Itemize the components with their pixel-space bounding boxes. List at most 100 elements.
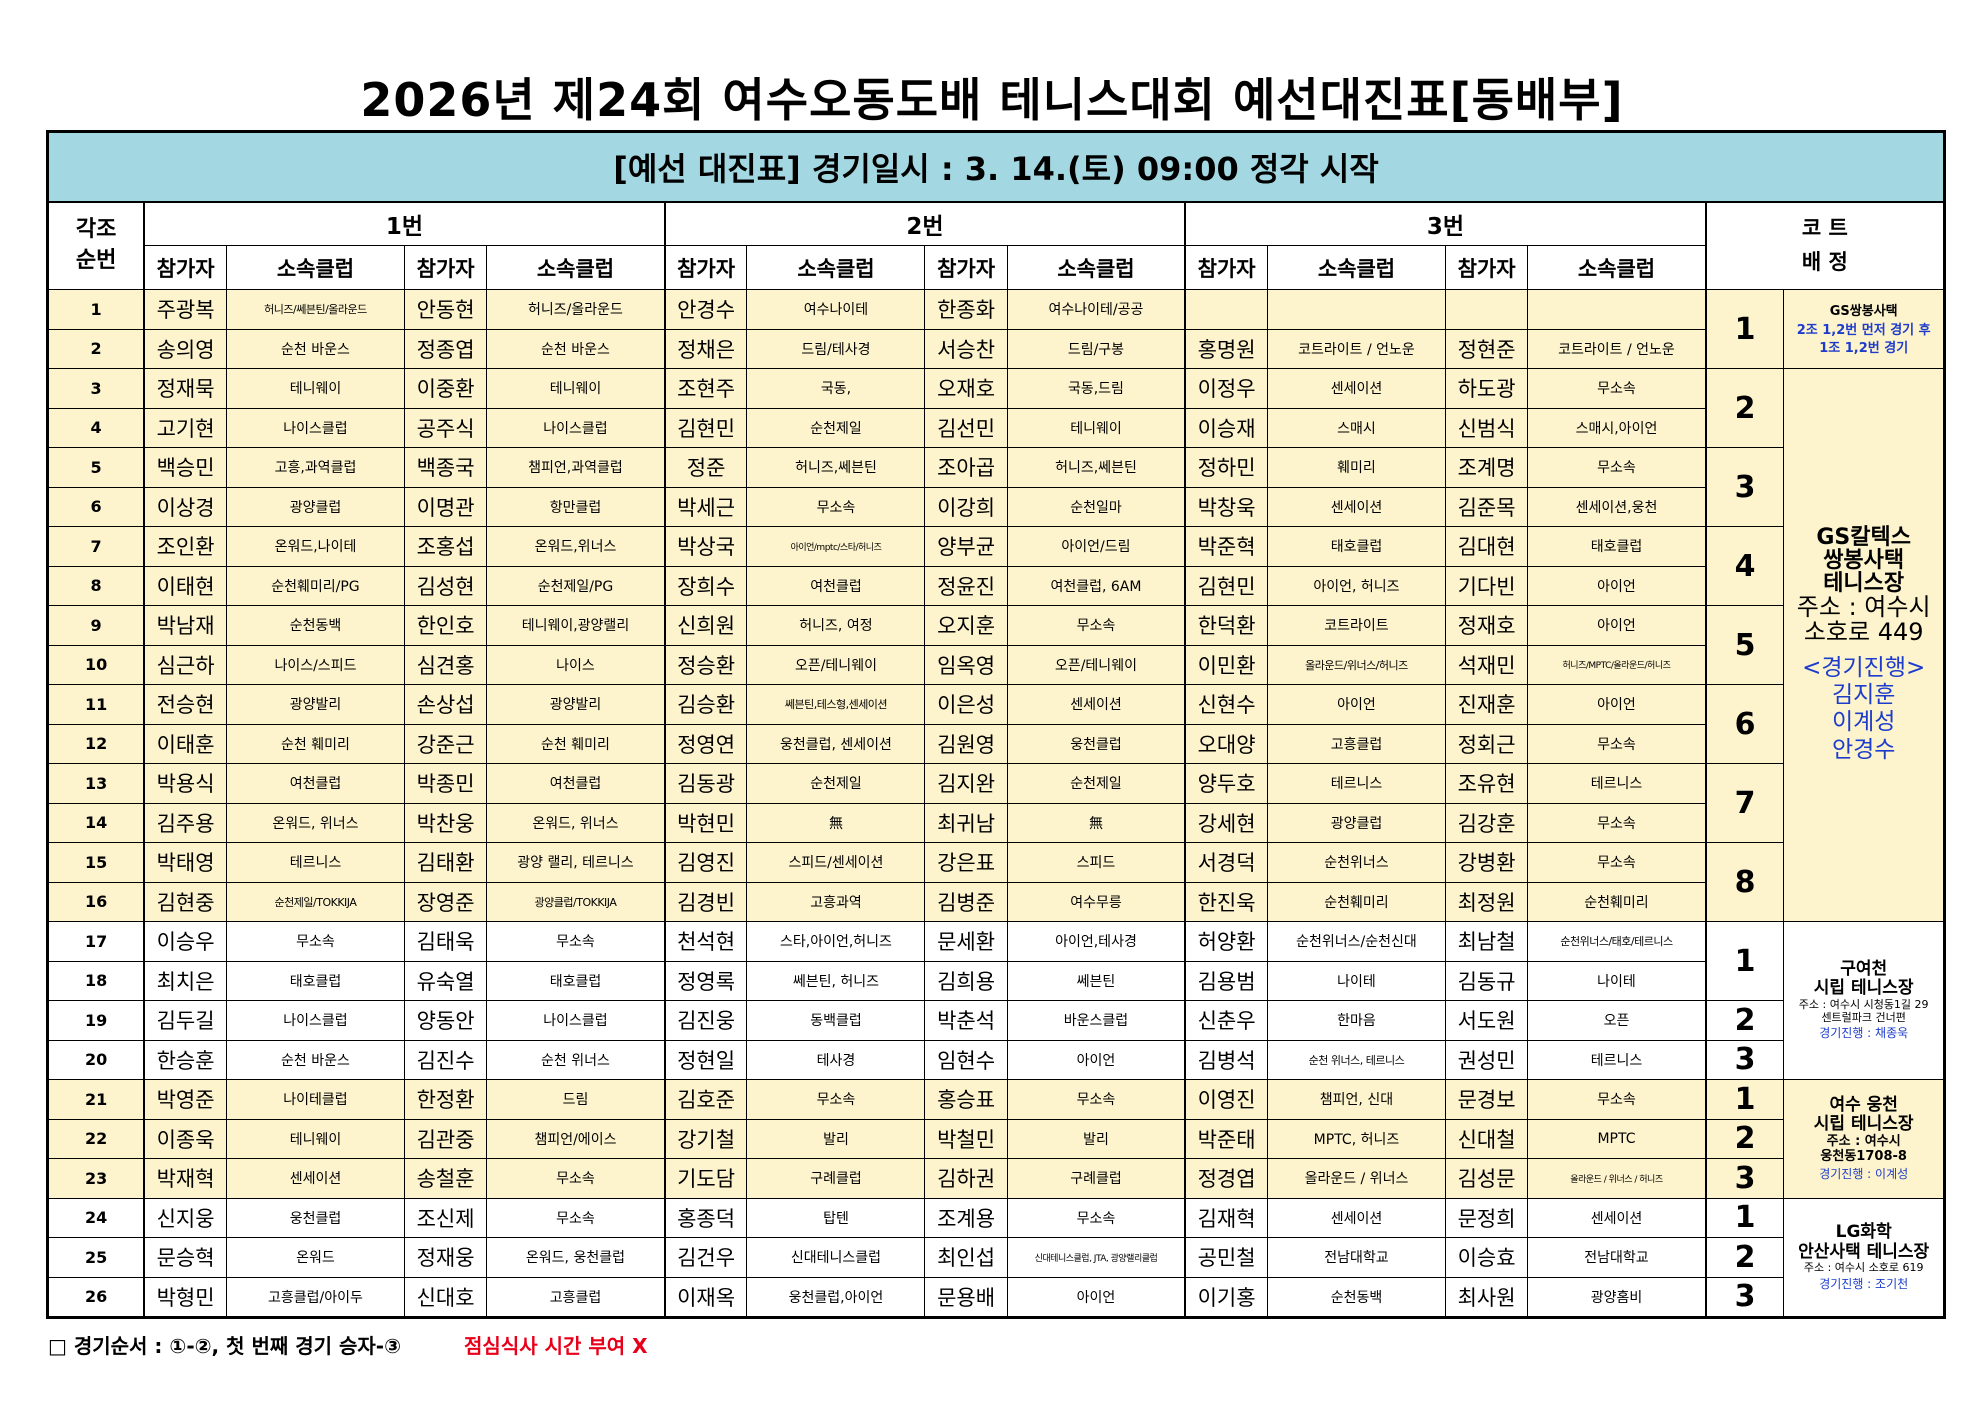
participant-name: 정윤진 [924, 565, 1008, 606]
club-name: 국동,드림 [1006, 368, 1186, 409]
row-number: 13 [47, 763, 145, 804]
club-name: 웅천클럽 [1006, 723, 1186, 764]
participant-name: 정승환 [663, 644, 748, 685]
participant-name: 최사원 [1444, 1276, 1529, 1318]
participant-name: 서경덕 [1184, 842, 1268, 883]
participant-name: 박재혁 [143, 1158, 227, 1199]
club-name: 테니웨이 [225, 368, 405, 409]
club-name: 아이언 [1527, 684, 1707, 725]
club-name: 드림/구봉 [1006, 328, 1186, 369]
row-number: 10 [47, 644, 145, 685]
club-name: 허니즈/MPTC/올라운드/허니즈 [1527, 644, 1707, 685]
club-name [1266, 289, 1446, 330]
row-number: 3 [47, 368, 145, 409]
venue-note-line2: 1조 1,2번 경기 [1819, 341, 1909, 357]
participant-name: 정하민 [1184, 447, 1268, 488]
participant-name: 정재묵 [143, 368, 227, 409]
participant-header: 참가자 [663, 245, 748, 290]
club-name: 센세이션 [1266, 1197, 1446, 1238]
club-name: 나이테클럽 [225, 1079, 405, 1120]
club-name: 無 [746, 802, 926, 843]
participant-name: 박종민 [403, 763, 488, 804]
venue-gy-staff: 경기진행 : 채종욱 [1819, 1026, 1909, 1041]
club-name: 아이언 [1266, 684, 1446, 725]
participant-name: 이승재 [1184, 407, 1268, 448]
participant-name: 김태욱 [403, 921, 488, 962]
venue-lg-address: 주소 : 여수시 소호로 619 [1803, 1261, 1924, 1275]
club-header: 소속클럽 [1266, 245, 1446, 290]
participant-name: 심견홍 [403, 644, 488, 685]
club-name: 온워드,나이테 [225, 526, 405, 567]
club-name: 온워드, 위너스 [486, 802, 666, 843]
court-number: 3 [1704, 1158, 1785, 1199]
club-name: 무소속 [746, 1079, 926, 1120]
participant-name: 박용식 [143, 763, 227, 804]
club-name: 오픈/테니웨이 [746, 644, 926, 685]
row-number: 1 [47, 289, 145, 330]
club-name: 스매시,아이언 [1527, 407, 1707, 448]
participant-name: 정영연 [663, 723, 748, 764]
venue-info: LG화학 안산사택 테니스장 주소 : 여수시 소호로 619 경기진행 : 조기천 [1783, 1197, 1945, 1318]
club-name: 아이언, 허니즈 [1266, 565, 1446, 606]
participant-name: 정재웅 [403, 1237, 488, 1278]
club-name: 코트라이트 / 언노운 [1527, 328, 1707, 369]
participant-name: 조아곱 [924, 447, 1008, 488]
venue-gs-name3: 테니스장 [1823, 570, 1905, 596]
table-row: 9 박남재 순천동백 한인호 테니웨이,광양랠리 신희원 허니즈, 여정 오지훈 무소속 한덕환 코… [47, 605, 1945, 685]
participant-name: 공주식 [403, 407, 488, 448]
participant-name: 진재훈 [1444, 684, 1529, 725]
court-number: 2 [1704, 1118, 1785, 1159]
participant-name: 김선민 [924, 407, 1008, 448]
participant-header: 참가자 [403, 245, 488, 290]
club-name: 드림/테사경 [746, 328, 926, 369]
club-name: 무소속 [1527, 723, 1707, 764]
participant-name: 강은표 [924, 842, 1008, 883]
club-name: MPTC [1527, 1118, 1707, 1159]
participant-name: 김영진 [663, 842, 748, 883]
participant-name: 김동광 [663, 763, 748, 804]
participant-name: 이상경 [143, 486, 227, 527]
club-name: 순천위너스 [1266, 842, 1446, 883]
venue-lg-name2: 안산사택 테니스장 [1798, 1241, 1930, 1262]
club-name: 나이테 [1527, 960, 1707, 1001]
court-number: 1 [1704, 1079, 1785, 1120]
table-row: 24 신지웅 웅천클럽 조신제 무소속 홍종덕 탑텐 조계용 무소속 김재혁 센세이션 문정희 센세이션… [47, 1197, 1945, 1318]
lunch-note: 점심식사 시간 부여 X [464, 1334, 648, 1358]
row-number: 2 [47, 328, 145, 369]
participant-name: 장희수 [663, 565, 748, 606]
participant-name: 이영진 [1184, 1079, 1268, 1120]
participant-name: 이재옥 [663, 1276, 748, 1318]
participant-name: 오재호 [924, 368, 1008, 409]
participant-name: 홍승표 [924, 1079, 1008, 1120]
participant-name: 이민환 [1184, 644, 1268, 685]
row-number: 9 [47, 605, 145, 646]
venue-lg-staff: 경기진행 : 조기천 [1819, 1276, 1909, 1291]
participant-name: 김하권 [924, 1158, 1008, 1199]
club-name: 센세이션 [1006, 684, 1186, 725]
row-number: 12 [47, 723, 145, 764]
participant-name: 김병석 [1184, 1039, 1268, 1080]
participant-name: 서도원 [1444, 1000, 1529, 1041]
club-name: 센세이션 [225, 1158, 405, 1199]
participant-name: 박춘석 [924, 1000, 1008, 1041]
participant-name: 신범식 [1444, 407, 1529, 448]
table-row: 18 최치은 태호클럽 유숙열 태호클럽 정영록 쎄븐틴, 허니즈 김희용 쎄븐틴 김용범 나이테 김… [47, 960, 1945, 1001]
order-header-line1: 각조 [75, 217, 117, 243]
club-name: 발리 [1006, 1118, 1186, 1159]
club-name: 고흥,과역클럽 [225, 447, 405, 488]
club-name [1527, 289, 1707, 330]
table-row: 14 김주용 온워드, 위너스 박찬웅 온워드, 위너스 박현민 無 최귀남 無 강세현 광양클럽 김… [47, 802, 1945, 843]
participant-name: 김성현 [403, 565, 488, 606]
club-name: 순천제일/PG [486, 565, 666, 606]
club-name: 센세이션 [1266, 486, 1446, 527]
table-row: 3 정재묵 테니웨이 이중환 테니웨이 조현주 국동, 오재호 국동,드림 이정우 센세이션 하도광 무… [47, 368, 1945, 922]
court-header: 코 트 배 정 [1704, 201, 1945, 290]
club-name: 한마음 [1266, 1000, 1446, 1041]
table-row: 23 박재혁 센세이션 송철훈 무소속 기도담 구례클럽 김하권 구례클럽 정경엽 올라운드 / 위… [47, 1158, 1945, 1199]
club-name: 무소속 [1527, 447, 1707, 488]
participant-name: 한인호 [403, 605, 488, 646]
club-name: 광양클럽 [1266, 802, 1446, 843]
table-row: 2 송의영 순천 바운스 정종엽 순천 바운스 정채은 드림/테사경 서승찬 드림/구봉 홍명원 코… [47, 328, 1945, 369]
participant-name: 고기현 [143, 407, 227, 448]
participant-name: 임옥영 [924, 644, 1008, 685]
